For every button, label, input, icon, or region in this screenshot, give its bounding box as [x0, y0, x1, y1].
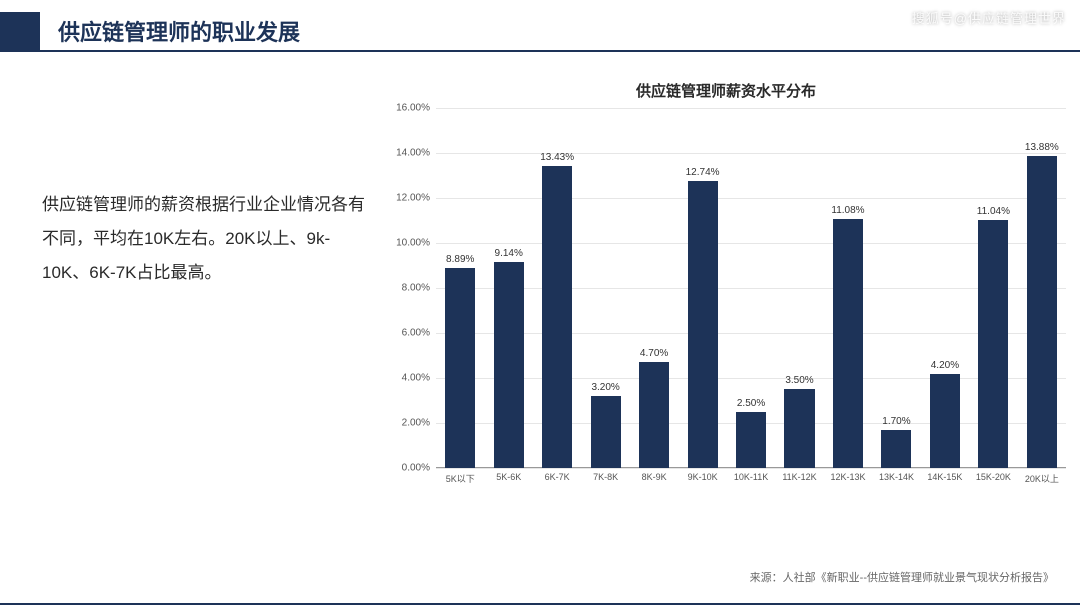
chart-bar-slot: 2.50%	[727, 108, 775, 468]
chart-y-tick: 12.00%	[396, 193, 430, 204]
chart-bar	[930, 374, 960, 469]
chart-x-tick: 8K-9K	[630, 468, 678, 488]
chart-x-tick: 14K-15K	[921, 468, 969, 488]
chart-x-tick: 13K-14K	[872, 468, 920, 488]
chart-bar-value: 1.70%	[882, 416, 910, 427]
chart-bar	[1027, 156, 1057, 468]
chart-bar	[978, 220, 1008, 468]
chart-bar-slot: 11.04%	[969, 108, 1017, 468]
chart-bar	[736, 412, 766, 468]
chart-bars: 8.89% 9.14% 13.43% 3.20% 4.70% 12.74% 2.50% 3.5…	[436, 108, 1066, 468]
chart-y-tick: 0.00%	[402, 463, 430, 474]
chart-bar-value: 11.04%	[977, 206, 1010, 217]
slide: 供应链管理师的职业发展 搜狐号@供应链管理世界 供应链管理师的薪资根据行业企业情…	[0, 0, 1080, 607]
chart-x-tick: 9K-10K	[678, 468, 726, 488]
chart-y-tick: 14.00%	[396, 148, 430, 159]
chart-x-tick: 12K-13K	[824, 468, 872, 488]
watermark: 搜狐号@供应链管理世界	[912, 8, 1066, 27]
chart-x-tick: 15K-20K	[969, 468, 1017, 488]
chart-bar	[639, 362, 669, 468]
chart-bar	[833, 219, 863, 468]
chart-bar-value: 13.43%	[540, 152, 574, 163]
bottom-rule	[0, 603, 1080, 605]
chart-bar-value: 3.20%	[591, 382, 619, 393]
chart-plot-area: 0.00% 2.00% 4.00% 6.00% 8.00% 10.00% 12.00% 14.…	[386, 108, 1066, 488]
chart-y-tick: 2.00%	[402, 418, 430, 429]
chart-bar-value: 8.89%	[446, 254, 474, 265]
chart-bar-slot: 3.20%	[581, 108, 629, 468]
chart-bar-slot: 1.70%	[872, 108, 920, 468]
chart-bar-slot: 3.50%	[775, 108, 823, 468]
chart-bar-value: 13.88%	[1025, 142, 1059, 153]
chart-bar-value: 4.20%	[931, 360, 959, 371]
chart-y-tick: 8.00%	[402, 283, 430, 294]
chart-y-tick: 10.00%	[396, 238, 430, 249]
chart-x-tick: 6K-7K	[533, 468, 581, 488]
chart-y-tick: 16.00%	[396, 103, 430, 114]
chart-y-tick: 6.00%	[402, 328, 430, 339]
chart-bar-slot: 13.43%	[533, 108, 581, 468]
header-rule	[0, 50, 1080, 52]
chart-y-axis: 0.00% 2.00% 4.00% 6.00% 8.00% 10.00% 12.00% 14.…	[386, 108, 436, 488]
chart-bar	[445, 268, 475, 468]
chart-bar-slot: 4.70%	[630, 108, 678, 468]
chart-bar-value: 11.08%	[831, 205, 864, 216]
chart-bar	[542, 166, 572, 468]
chart-bar-slot: 9.14%	[484, 108, 532, 468]
chart-bar-slot: 13.88%	[1018, 108, 1066, 468]
chart-bar-slot: 4.20%	[921, 108, 969, 468]
chart-bar-value: 2.50%	[737, 398, 765, 409]
chart-x-labels: 5K以下5K-6K6K-7K7K-8K8K-9K9K-10K10K-11K11K…	[436, 468, 1066, 488]
chart-bar-value: 9.14%	[495, 248, 523, 259]
chart-x-tick: 7K-8K	[581, 468, 629, 488]
chart-bar-value: 12.74%	[686, 167, 720, 178]
chart-x-tick: 20K以上	[1018, 468, 1066, 488]
chart-y-tick: 4.00%	[402, 373, 430, 384]
chart-bar	[784, 389, 814, 468]
header-accent	[0, 12, 40, 50]
chart-bar	[881, 430, 911, 468]
chart-bar-slot: 12.74%	[678, 108, 726, 468]
salary-chart: 供应链管理师薪资水平分布 0.00% 2.00% 4.00% 6.00% 8.00% 10…	[386, 80, 1066, 520]
chart-bar	[688, 181, 718, 468]
chart-x-tick: 5K以下	[436, 468, 484, 488]
chart-title: 供应链管理师薪资水平分布	[386, 80, 1066, 108]
chart-bar-slot: 8.89%	[436, 108, 484, 468]
page-title: 供应链管理师的职业发展	[58, 12, 300, 50]
chart-source: 来源：人社部《新职业--供应链管理师就业景气现状分析报告》	[750, 569, 1054, 585]
chart-bar-slot: 11.08%	[824, 108, 872, 468]
chart-x-tick: 5K-6K	[484, 468, 532, 488]
chart-x-tick: 10K-11K	[727, 468, 775, 488]
chart-bar-value: 4.70%	[640, 348, 668, 359]
chart-x-tick: 11K-12K	[775, 468, 823, 488]
chart-bar	[494, 262, 524, 468]
chart-bar	[591, 396, 621, 468]
body-description: 供应链管理师的薪资根据行业企业情况各有不同，平均在10K左右。20K以上、9k-…	[42, 188, 372, 290]
chart-bar-value: 3.50%	[785, 375, 813, 386]
